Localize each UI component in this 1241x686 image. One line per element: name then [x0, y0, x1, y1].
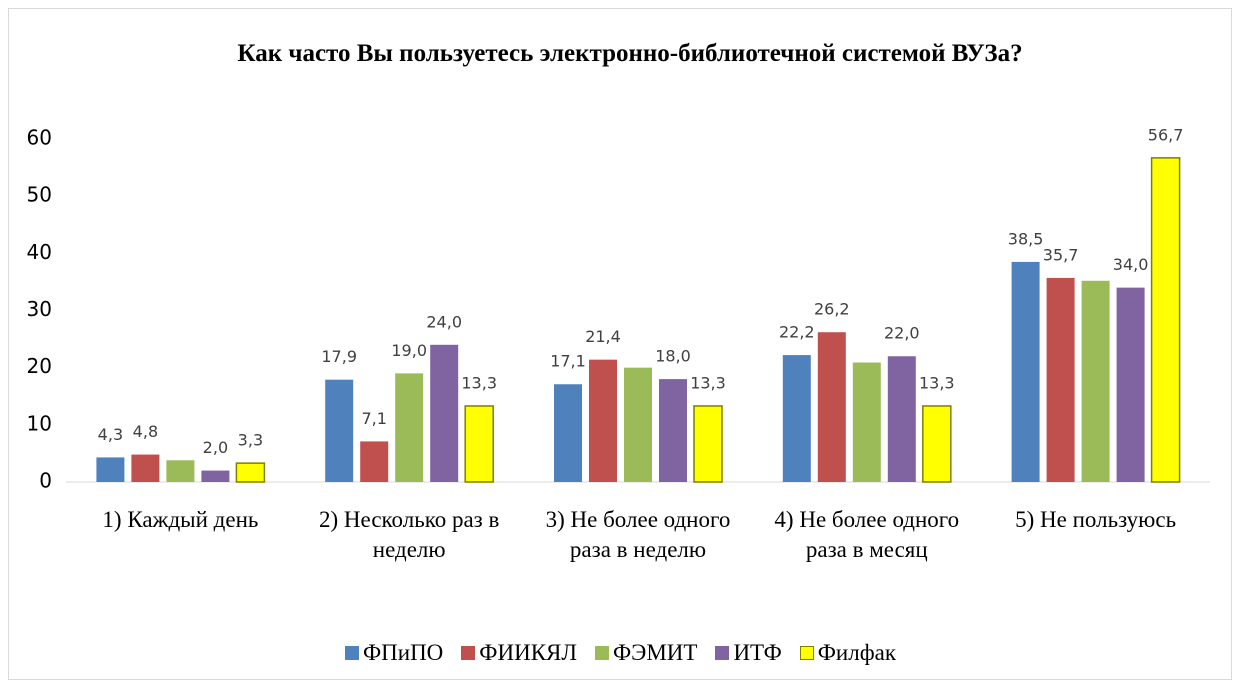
value-label: 7,1	[361, 409, 386, 428]
legend-swatch	[799, 646, 814, 660]
value-label: 13,3	[690, 373, 726, 392]
legend-swatch	[344, 646, 359, 660]
x-tick-label: 3) Не более одного раза в неделю	[545, 507, 731, 562]
value-label: 17,9	[321, 347, 357, 366]
value-label: 13,3	[919, 373, 955, 392]
bar	[589, 359, 617, 482]
legend-item: ФЭМИТ	[594, 640, 698, 666]
value-label: 22,0	[884, 324, 920, 343]
x-tick-label: 1) Каждый день	[102, 507, 259, 532]
y-tick-label: 30	[27, 297, 52, 321]
chart-frame	[8, 8, 1232, 680]
legend-label: ФПиПО	[362, 640, 444, 665]
value-label: 21,4	[585, 327, 621, 346]
bar	[1081, 280, 1110, 482]
bar	[131, 454, 160, 482]
value-label: 17,1	[550, 352, 586, 371]
bar	[852, 362, 881, 482]
value-label: 24,0	[426, 312, 462, 331]
y-tick-label: 40	[27, 240, 52, 264]
y-tick-label: 60	[27, 126, 52, 150]
chart-title: Как часто Вы пользуетесь электронно-библ…	[237, 40, 1023, 67]
value-label: 19,0	[391, 341, 427, 360]
legend-item: ИТФ	[715, 640, 782, 666]
bar	[817, 332, 846, 482]
legend-item: Филфак	[799, 640, 897, 666]
bar	[1150, 157, 1181, 483]
x-tick-label: 4) Не более одного раза в месяц	[774, 507, 960, 562]
legend-item: ФПиПО	[344, 640, 444, 666]
legend-label: ФИИКЯЛ	[479, 640, 577, 665]
x-tick-label: 5) Не пользуюсь	[1015, 507, 1177, 532]
value-label: 56,7	[1148, 125, 1184, 144]
bar	[782, 355, 811, 482]
value-label: 4,8	[133, 422, 158, 441]
legend-item: ФИИКЯЛ	[461, 640, 577, 666]
value-label: 22,2	[779, 323, 815, 342]
x-tick-label: 2) Несколько раз в неделю	[319, 507, 500, 562]
bar	[325, 379, 354, 482]
value-label: 3,3	[238, 431, 263, 450]
bar	[96, 457, 125, 482]
value-label: 4,3	[98, 425, 123, 444]
bar	[1046, 277, 1075, 482]
y-tick-label: 0	[39, 469, 52, 493]
bar	[464, 405, 494, 483]
bar	[554, 384, 582, 482]
value-label: 34,0	[1113, 255, 1149, 274]
legend-swatch	[594, 646, 609, 660]
y-tick-label: 20	[27, 354, 52, 378]
legend: ФПиПО ФИИКЯЛ ФЭМИТ ИТФ Филфак	[0, 640, 1241, 666]
bar	[201, 470, 230, 482]
value-label: 35,7	[1043, 245, 1079, 264]
legend-label: ФЭМИТ	[612, 640, 698, 665]
bar	[166, 460, 195, 482]
bar	[922, 405, 952, 483]
legend-swatch	[715, 646, 730, 660]
bar	[360, 441, 389, 482]
bar	[624, 367, 652, 482]
legend-label: Филфак	[817, 640, 897, 665]
y-tick-label: 10	[27, 411, 52, 435]
bar	[395, 373, 424, 482]
bar	[659, 379, 687, 482]
bar	[693, 405, 723, 483]
bar	[1011, 261, 1040, 482]
value-label: 18,0	[655, 347, 691, 366]
bar	[235, 462, 266, 483]
value-label: 26,2	[814, 300, 850, 319]
value-label: 2,0	[203, 438, 228, 457]
value-label: 13,3	[461, 373, 497, 392]
legend-label: ИТФ	[733, 640, 782, 665]
bar	[430, 344, 459, 482]
value-label: 38,5	[1008, 229, 1044, 248]
y-tick-label: 50	[27, 183, 52, 207]
bar	[887, 356, 916, 482]
bar	[1116, 287, 1145, 482]
legend-swatch	[461, 646, 476, 660]
